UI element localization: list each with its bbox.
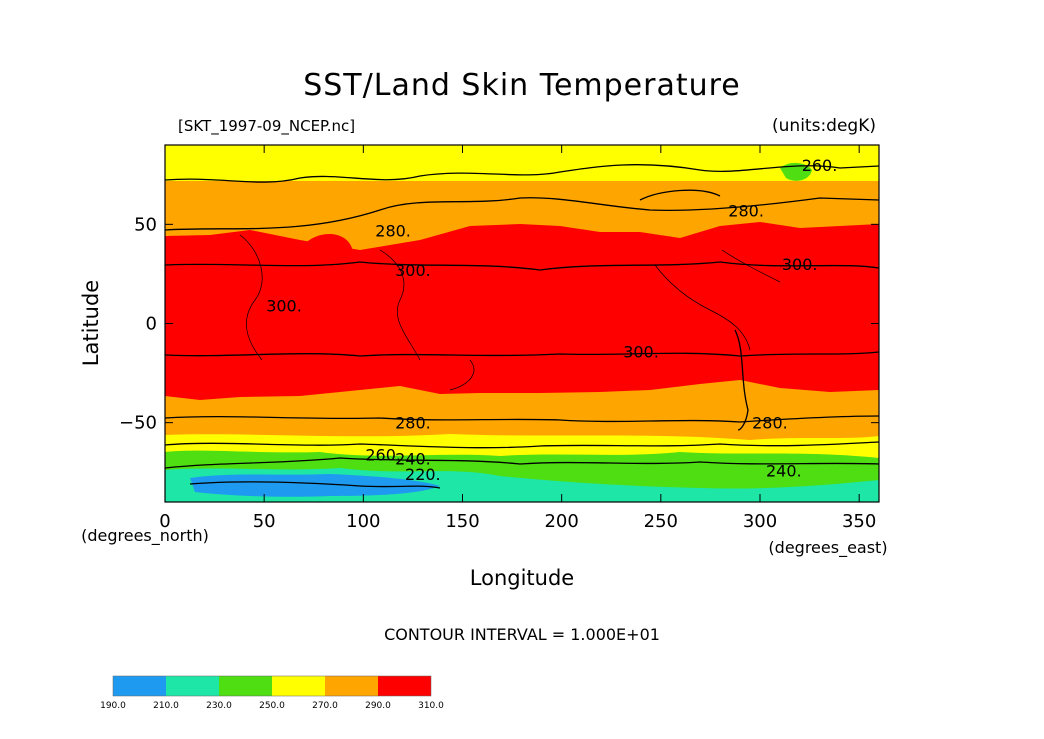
contour-label: 280. <box>752 414 788 433</box>
x-tick-label: 100 <box>346 511 380 532</box>
band-south-210 <box>190 474 440 497</box>
colorbar-label: 310.0 <box>418 701 444 711</box>
band-arctic-270 <box>165 145 879 181</box>
contour-interval: CONTOUR INTERVAL = 1.000E+01 <box>384 625 660 644</box>
contour-label: 240. <box>395 449 431 468</box>
x-ticks: 0 50 100 150 200 250 300 350 <box>159 145 876 532</box>
x-tick-label: 200 <box>544 511 578 532</box>
contour-label: 300. <box>782 255 818 274</box>
y-tick-label: 50 <box>134 214 157 235</box>
x-tick-label: 0 <box>159 511 170 532</box>
y-axis-unit: (degrees_north) <box>81 526 209 546</box>
contour-label: 300. <box>623 342 659 361</box>
colorbar-swatch <box>113 676 166 696</box>
x-tick-label: 250 <box>644 511 678 532</box>
colorbar-frame <box>112 675 432 697</box>
band-tropics-290 <box>165 222 879 400</box>
colorbar-label: 230.0 <box>206 701 232 711</box>
colorbar-label: 250.0 <box>259 701 285 711</box>
x-tick-label: 300 <box>743 511 777 532</box>
greenland-cold <box>780 162 812 181</box>
y-axis-label: Latitude <box>79 280 103 366</box>
colorbar-label: 270.0 <box>312 701 338 711</box>
contour-label: 260. <box>802 156 838 175</box>
y-ticks: 50 0 −50 <box>119 214 879 434</box>
contour-label: 260. <box>365 445 401 464</box>
temperature-field <box>165 145 879 502</box>
land-patch-warm <box>300 233 353 264</box>
x-tick-label: 350 <box>842 511 876 532</box>
y-tick-label: 0 <box>146 314 157 335</box>
colorbar: 190.0 210.0 230.0 250.0 270.0 290.0 310.0 <box>100 675 444 711</box>
contour-labels: 260. 280. 280. 300. 300. 300. 300. 280. 280. 260.… <box>266 156 837 484</box>
contour-label: 280. <box>375 221 411 240</box>
units-label: (units:degK) <box>772 116 876 136</box>
contour-label: 280. <box>728 201 764 220</box>
colorbar-swatch <box>272 676 325 696</box>
colorbar-swatch <box>378 676 431 696</box>
colorbar-label: 290.0 <box>365 701 391 711</box>
colorbar-swatch <box>325 676 378 696</box>
contour-label: 240. <box>766 461 802 480</box>
contour-label: 220. <box>405 465 441 484</box>
contour-label: 280. <box>395 414 431 433</box>
colorbar-swatch <box>219 676 272 696</box>
x-axis-label: Longitude <box>470 566 574 590</box>
x-axis-unit: (degrees_east) <box>768 538 887 558</box>
x-tick-label: 150 <box>445 511 479 532</box>
colorbar-label: 210.0 <box>153 701 179 711</box>
colorbar-label: 190.0 <box>100 701 126 711</box>
y-tick-label: −50 <box>119 413 157 434</box>
contour-label: 300. <box>266 297 302 316</box>
x-tick-label: 50 <box>253 511 276 532</box>
file-label: [SKT_1997-09_NCEP.nc] <box>178 117 355 136</box>
map-title: SST/Land Skin Temperature <box>303 68 741 103</box>
colorbar-swatch <box>166 676 219 696</box>
contour-label: 300. <box>395 261 431 280</box>
